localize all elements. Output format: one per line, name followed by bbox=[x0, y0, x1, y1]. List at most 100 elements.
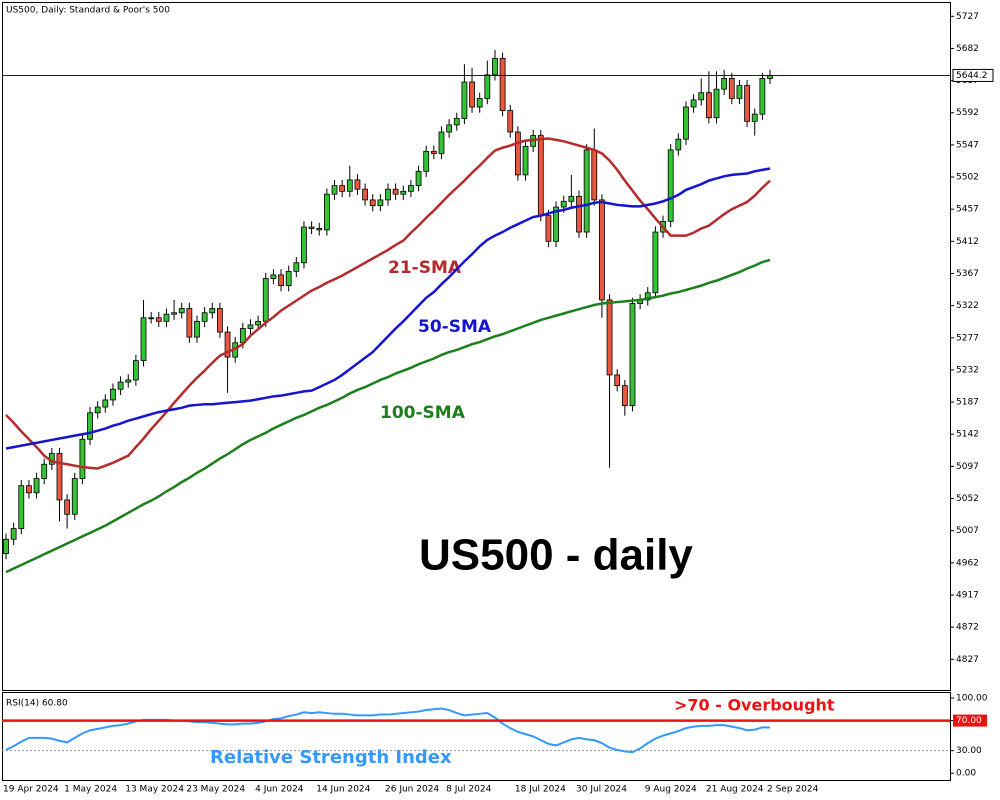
y-tick-label: 30.00 bbox=[956, 746, 982, 756]
candle-body bbox=[217, 308, 223, 333]
y-tick-label: 5052 bbox=[956, 494, 979, 504]
x-tick-label: 1 May 2024 bbox=[64, 785, 117, 795]
y-tick-label: 100.00 bbox=[956, 694, 988, 704]
candle-body bbox=[522, 145, 529, 176]
candle-body bbox=[415, 170, 422, 187]
candle-body bbox=[140, 317, 147, 362]
candle-body bbox=[64, 499, 71, 515]
candle-body bbox=[499, 58, 506, 111]
candle-body bbox=[644, 292, 651, 301]
candle-body bbox=[446, 124, 453, 133]
candle-body bbox=[339, 185, 346, 192]
candle-body bbox=[698, 92, 705, 101]
x-tick-label: 30 Jul 2024 bbox=[576, 785, 627, 795]
sma-label: 21-SMA bbox=[388, 258, 462, 278]
candle-body bbox=[423, 150, 430, 172]
main-panel bbox=[2, 2, 951, 691]
candle-body bbox=[110, 388, 116, 401]
candle-body bbox=[484, 74, 491, 99]
candle-body bbox=[438, 131, 445, 154]
candle-body bbox=[744, 85, 750, 122]
candle-body bbox=[514, 131, 521, 176]
candle-body bbox=[71, 478, 78, 515]
candle-body bbox=[155, 317, 162, 322]
y-tick-label: 5412 bbox=[956, 237, 979, 247]
candle-body bbox=[102, 399, 109, 408]
candle-body bbox=[675, 138, 682, 151]
candle-body bbox=[346, 179, 353, 192]
x-tick-label: 14 Jun 2024 bbox=[316, 785, 370, 795]
candle-body bbox=[186, 308, 193, 338]
x-tick-label: 4 Jun 2024 bbox=[255, 785, 304, 795]
candle-body bbox=[33, 478, 40, 494]
overbought-label: >70 - Overbought bbox=[674, 696, 835, 715]
candle-body bbox=[385, 188, 391, 201]
candle-body bbox=[270, 274, 277, 279]
candle-body bbox=[568, 195, 575, 202]
candle-body bbox=[331, 185, 338, 195]
candle-body bbox=[255, 320, 262, 326]
x-tick-label: 2 Sep 2024 bbox=[767, 785, 819, 795]
candle-body bbox=[41, 463, 48, 479]
sma-label: 100-SMA bbox=[380, 403, 466, 423]
candle-body bbox=[759, 78, 766, 115]
y-tick-label: 0.00 bbox=[956, 769, 976, 779]
candle-body bbox=[132, 360, 139, 381]
candle-body bbox=[667, 149, 674, 222]
x-tick-label: 18 Jul 2024 bbox=[515, 785, 566, 795]
candle-body bbox=[705, 92, 712, 119]
candle-body bbox=[178, 308, 185, 314]
candle-body bbox=[713, 88, 720, 119]
rsi-title: RSI(14) 60.80 bbox=[6, 699, 68, 709]
candle-body bbox=[728, 78, 735, 99]
candle-body bbox=[26, 485, 32, 494]
candle-body bbox=[10, 528, 17, 540]
candle-body bbox=[148, 317, 155, 320]
y-tick-label: 4827 bbox=[956, 655, 979, 665]
candle-body bbox=[614, 374, 621, 387]
y-tick-label: 5727 bbox=[956, 12, 979, 22]
candle-body bbox=[721, 78, 728, 90]
rsi-panel bbox=[2, 692, 951, 781]
rsi-line bbox=[5, 707, 771, 754]
candle-body bbox=[262, 278, 269, 322]
candle-body bbox=[469, 81, 475, 108]
y-tick-label: 5592 bbox=[956, 108, 979, 118]
candle-body bbox=[690, 99, 697, 108]
x-tick-label: 19 Apr 2024 bbox=[3, 785, 59, 795]
candle-body bbox=[3, 538, 9, 554]
y-tick-label: 5322 bbox=[956, 301, 979, 311]
x-tick-label: 13 May 2024 bbox=[125, 785, 184, 795]
x-tick-label: 8 Jul 2024 bbox=[446, 785, 491, 795]
sma-label: 50-SMA bbox=[418, 317, 492, 337]
y-tick-label: 4962 bbox=[956, 558, 979, 568]
tick-highlight bbox=[953, 714, 987, 727]
y-tick-label: 4872 bbox=[956, 623, 979, 633]
candle-body bbox=[316, 228, 323, 231]
candle-body bbox=[400, 190, 407, 195]
candle-body bbox=[94, 406, 101, 414]
chart-title: US500, Daily: Standard & Poor's 500 bbox=[6, 6, 170, 16]
candle-body bbox=[171, 312, 177, 315]
y-tick-label: 5547 bbox=[956, 140, 979, 150]
candle-body bbox=[278, 274, 284, 287]
y-tick-label: 5187 bbox=[956, 398, 979, 408]
x-tick-label: 26 Jun 2024 bbox=[385, 785, 439, 795]
y-tick-label: 5502 bbox=[956, 173, 979, 183]
candle-body bbox=[362, 188, 368, 201]
y-tick-label: 5097 bbox=[956, 462, 979, 472]
candle-body bbox=[537, 135, 544, 217]
candle-body bbox=[736, 85, 743, 99]
candle-body bbox=[492, 58, 498, 76]
candle-body bbox=[767, 75, 773, 79]
candle-body bbox=[201, 312, 208, 322]
candle-body bbox=[553, 206, 559, 242]
y-tick-label: 5682 bbox=[956, 44, 979, 54]
candle-body bbox=[621, 385, 628, 407]
candle-body bbox=[507, 110, 514, 133]
candle-body bbox=[583, 149, 590, 233]
candle-body bbox=[408, 185, 414, 192]
candle-body bbox=[301, 226, 307, 264]
